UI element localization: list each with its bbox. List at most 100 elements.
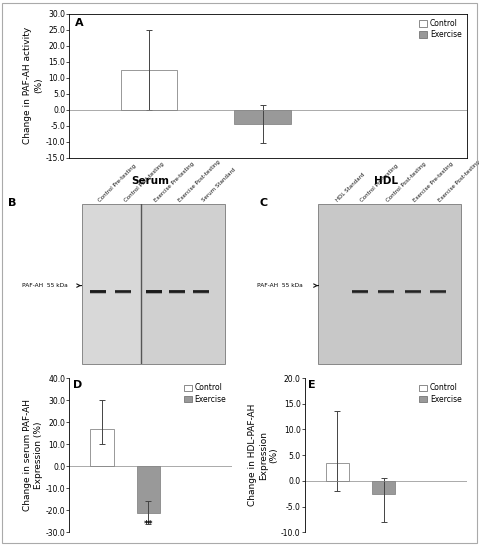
- Bar: [146, 291, 162, 293]
- Bar: [430, 290, 446, 293]
- Text: Control Post-testing: Control Post-testing: [123, 161, 165, 203]
- Bar: [352, 290, 368, 292]
- Bar: [193, 290, 209, 293]
- Text: Control Post-testing: Control Post-testing: [386, 161, 428, 203]
- Text: Control Pre-testing: Control Pre-testing: [360, 163, 399, 203]
- Text: Exercise Pre-testing: Exercise Pre-testing: [413, 161, 455, 203]
- Text: HDL: HDL: [374, 176, 398, 186]
- Bar: [169, 289, 185, 292]
- Bar: [326, 463, 349, 481]
- Text: PAF-AH  55 kDa: PAF-AH 55 kDa: [257, 283, 303, 288]
- Bar: [378, 290, 394, 293]
- Bar: [193, 291, 209, 293]
- Bar: [430, 291, 446, 293]
- Bar: [378, 291, 394, 293]
- Bar: [90, 290, 106, 292]
- Bar: [169, 292, 185, 294]
- Text: Exercise Post-testing: Exercise Post-testing: [177, 159, 221, 203]
- Bar: [430, 289, 446, 292]
- Bar: [430, 292, 446, 294]
- Bar: [430, 290, 446, 293]
- Bar: [405, 290, 421, 293]
- Y-axis label: Change in PAF-AH activity
(%): Change in PAF-AH activity (%): [23, 27, 43, 144]
- Bar: [115, 292, 131, 294]
- Bar: [169, 291, 185, 293]
- Bar: [378, 291, 394, 293]
- Bar: [405, 289, 421, 292]
- Bar: [352, 290, 368, 293]
- Bar: [193, 291, 209, 293]
- Bar: [193, 290, 209, 292]
- Bar: [430, 290, 446, 292]
- Text: B: B: [8, 198, 16, 208]
- Bar: [405, 290, 421, 292]
- Bar: [352, 290, 368, 293]
- Bar: [193, 292, 209, 294]
- Bar: [146, 290, 162, 293]
- Bar: [430, 291, 446, 293]
- Bar: [372, 481, 395, 494]
- Bar: [405, 292, 421, 294]
- Bar: [169, 291, 185, 293]
- Bar: [115, 290, 131, 293]
- Bar: [90, 290, 106, 292]
- Bar: [378, 290, 394, 293]
- Bar: [146, 292, 162, 294]
- Text: Serum: Serum: [132, 176, 170, 186]
- Bar: [169, 290, 185, 293]
- Bar: [82, 204, 141, 364]
- Bar: [405, 291, 421, 293]
- Bar: [90, 289, 106, 292]
- Text: E: E: [308, 379, 316, 389]
- Bar: [318, 204, 460, 364]
- Text: Exercise Pre-testing: Exercise Pre-testing: [154, 161, 195, 203]
- Bar: [141, 204, 225, 364]
- Bar: [430, 290, 446, 292]
- Legend: Control, Exercise: Control, Exercise: [418, 17, 463, 41]
- Bar: [378, 290, 394, 292]
- Bar: [90, 290, 106, 293]
- Bar: [91, 429, 114, 466]
- Bar: [193, 289, 209, 292]
- Bar: [378, 290, 394, 292]
- Bar: [115, 290, 131, 293]
- Bar: [352, 291, 368, 293]
- Bar: [90, 292, 106, 294]
- Bar: [405, 290, 421, 292]
- Bar: [169, 290, 185, 292]
- Legend: Control, Exercise: Control, Exercise: [182, 382, 228, 405]
- Text: A: A: [75, 18, 84, 28]
- Text: C: C: [259, 198, 267, 208]
- Bar: [378, 289, 394, 292]
- Bar: [193, 290, 209, 292]
- Bar: [146, 290, 162, 293]
- Bar: [137, 466, 160, 513]
- Text: PAF-AH  55 kDa: PAF-AH 55 kDa: [22, 283, 68, 288]
- Bar: [169, 290, 185, 292]
- Text: HDL Standard: HDL Standard: [336, 172, 366, 203]
- Bar: [193, 290, 209, 293]
- Y-axis label: Change in HDL-PAF-AH
Expression
(%): Change in HDL-PAF-AH Expression (%): [249, 404, 278, 506]
- Bar: [146, 291, 162, 293]
- Text: **: **: [144, 520, 153, 529]
- Bar: [115, 291, 131, 293]
- Bar: [352, 290, 368, 292]
- Text: D: D: [73, 379, 82, 389]
- Bar: [234, 110, 291, 124]
- Y-axis label: Change in serum PAF-AH
Expression (%): Change in serum PAF-AH Expression (%): [23, 399, 43, 511]
- Bar: [146, 290, 162, 292]
- Bar: [378, 292, 394, 294]
- Bar: [146, 290, 162, 292]
- Legend: Control, Exercise: Control, Exercise: [418, 382, 463, 405]
- Bar: [405, 291, 421, 293]
- Bar: [115, 290, 131, 292]
- Bar: [352, 292, 368, 294]
- Bar: [352, 291, 368, 293]
- Bar: [90, 291, 106, 293]
- Bar: [146, 289, 162, 292]
- Bar: [352, 289, 368, 292]
- Text: Exercise Post-testing: Exercise Post-testing: [438, 159, 479, 203]
- Bar: [121, 70, 177, 110]
- Text: Serum Standard: Serum Standard: [201, 167, 236, 203]
- Bar: [115, 291, 131, 293]
